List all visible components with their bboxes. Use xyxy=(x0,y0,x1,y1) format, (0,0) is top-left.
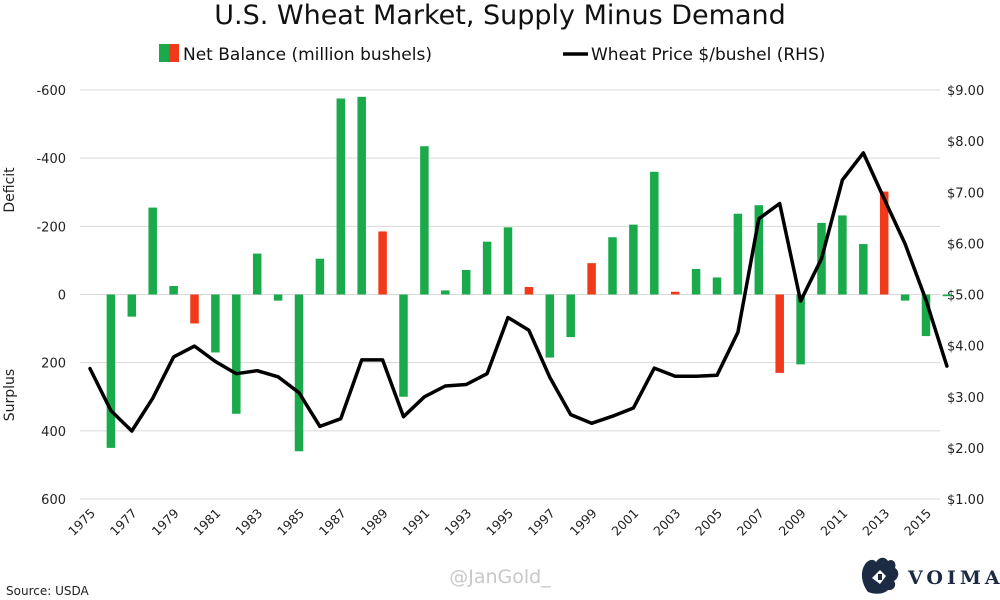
x-tick-label: 2005 xyxy=(692,506,725,539)
legend: Net Balance (million bushels) Wheat Pric… xyxy=(159,44,825,65)
x-tick-label: 1981 xyxy=(190,506,223,539)
right-tick-label: $7.00 xyxy=(947,186,984,201)
x-tick-label: 2015 xyxy=(901,506,934,539)
left-tick-label: -400 xyxy=(36,152,66,167)
bar-1987 xyxy=(336,98,346,295)
bar-1992 xyxy=(441,290,450,295)
right-tick-label: $1.00 xyxy=(947,493,984,508)
bar-1981 xyxy=(211,294,220,353)
x-tick-label: 1995 xyxy=(483,506,516,539)
x-tick-label: 1989 xyxy=(358,505,391,538)
x-tick-label: 2011 xyxy=(817,506,850,539)
bar-1976 xyxy=(106,294,116,448)
x-axis-ticks: 1975 1977 1979 1981 1983 1985 1987 1989 1991 1993… xyxy=(65,505,934,538)
bar-2011 xyxy=(838,215,847,295)
x-tick-label: 2009 xyxy=(776,505,809,538)
x-tick-label: 1997 xyxy=(525,506,558,539)
bar-1985 xyxy=(294,294,304,452)
bar-2004 xyxy=(691,268,701,295)
left-tick-label: -600 xyxy=(36,84,66,99)
bar-1989 xyxy=(378,231,387,295)
bar-1980 xyxy=(190,294,199,324)
left-axis-ticks: -600 -400 -200 0 200 400 600 xyxy=(36,84,66,508)
right-tick-label: $2.00 xyxy=(947,442,984,457)
left-tick-label: 200 xyxy=(41,357,66,372)
bar-2012 xyxy=(859,244,868,295)
axis-label-deficit: Deficit xyxy=(2,167,18,213)
bar-1995 xyxy=(503,227,513,295)
right-axis-ticks: $9.00 $8.00 $7.00 $6.00 $5.00 $4.00 $3.00 $2.00… xyxy=(947,84,984,508)
bar-2002 xyxy=(650,171,659,295)
bar-2016 xyxy=(942,294,952,297)
legend-swatch-green xyxy=(159,44,169,62)
bar-1986 xyxy=(315,258,325,295)
left-tick-label: 600 xyxy=(41,493,66,508)
voima-logo: VOIMA xyxy=(861,557,1000,594)
chart-title: U.S. Wheat Market, Supply Minus Demand xyxy=(214,0,786,31)
bar-1982 xyxy=(232,294,241,414)
brand-name: VOIMA xyxy=(907,567,1000,589)
bar-2006 xyxy=(733,213,743,295)
legend-label-net-balance: Net Balance (million bushels) xyxy=(183,45,432,65)
x-tick-label: 1977 xyxy=(107,506,140,539)
x-tick-label: 1991 xyxy=(399,506,432,539)
left-tick-label: -200 xyxy=(36,220,66,235)
right-tick-label: $8.00 xyxy=(947,135,984,150)
left-tick-label: 400 xyxy=(41,425,66,440)
bar-1990 xyxy=(399,294,408,397)
bar-1993 xyxy=(461,269,471,295)
bar-2013 xyxy=(879,191,889,295)
x-tick-label: 1985 xyxy=(274,506,307,539)
right-tick-label: $9.00 xyxy=(947,84,984,99)
bar-2001 xyxy=(629,224,638,295)
source-note: Source: USDA xyxy=(6,584,90,598)
net-balance-bars xyxy=(106,96,952,452)
wheat-price-line xyxy=(88,151,949,433)
x-tick-label: 1993 xyxy=(441,506,474,539)
bar-1991 xyxy=(420,146,429,295)
bar-1996 xyxy=(524,287,534,295)
bar-2015 xyxy=(921,294,931,337)
bar-2007 xyxy=(754,205,764,295)
bar-1998 xyxy=(566,294,575,338)
x-tick-label: 1999 xyxy=(567,505,600,538)
x-tick-label: 1983 xyxy=(232,506,265,539)
axis-label-surplus: Surplus xyxy=(2,369,18,421)
bar-2000 xyxy=(608,237,617,295)
bar-1997 xyxy=(545,294,555,358)
bar-2008 xyxy=(775,294,784,373)
bar-1988 xyxy=(357,96,366,295)
right-tick-label: $5.00 xyxy=(947,289,984,304)
bar-1978 xyxy=(148,207,157,295)
left-tick-label: 0 xyxy=(58,289,66,304)
legend-label-wheat-price: Wheat Price $/bushel (RHS) xyxy=(591,45,825,65)
bar-1994 xyxy=(482,241,492,295)
bar-1979 xyxy=(169,285,178,295)
right-tick-label: $3.00 xyxy=(947,391,984,406)
bar-2014 xyxy=(900,294,910,301)
bar-1977 xyxy=(127,294,137,317)
legend-swatch-red xyxy=(169,44,179,62)
x-tick-label: 2001 xyxy=(608,506,641,539)
x-tick-label: 1975 xyxy=(65,506,98,539)
bar-2003 xyxy=(670,291,680,295)
x-tick-label: 2007 xyxy=(734,506,767,539)
bar-1984 xyxy=(273,294,283,301)
x-tick-label: 1987 xyxy=(316,506,349,539)
bar-2005 xyxy=(712,277,722,295)
bar-1999 xyxy=(587,263,596,295)
griffin-icon xyxy=(861,557,899,594)
x-tick-label: 2003 xyxy=(650,506,683,539)
right-tick-label: $4.00 xyxy=(947,340,984,355)
bar-2009 xyxy=(796,294,805,365)
right-tick-label: $6.00 xyxy=(947,237,984,252)
watermark: @JanGold_ xyxy=(449,566,551,588)
x-tick-label: 2013 xyxy=(859,506,892,539)
x-tick-label: 1979 xyxy=(149,505,182,538)
bar-1983 xyxy=(252,253,262,295)
